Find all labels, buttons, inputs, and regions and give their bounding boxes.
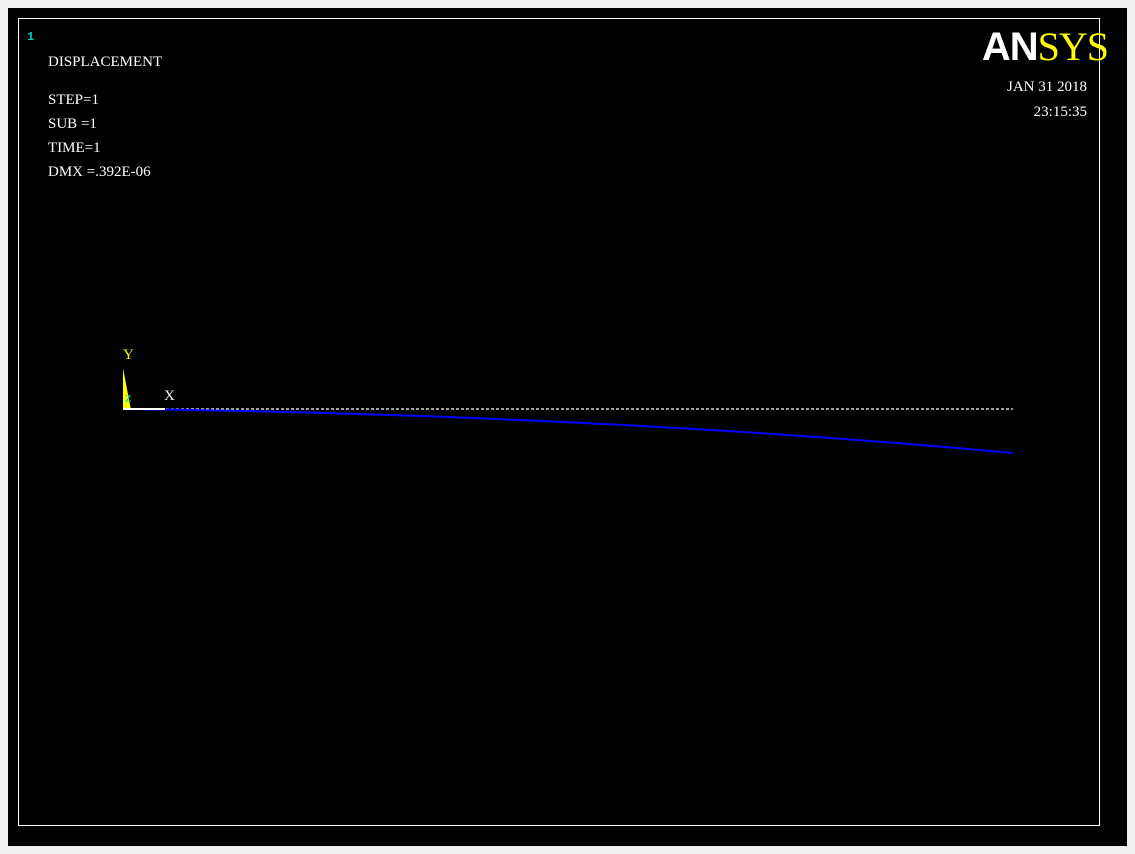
triad-z-label: Z [125,393,132,405]
coordinate-triad: Y X Z [123,347,175,410]
substep-value: SUB =1 [48,116,97,132]
max-displacement-value: DMX =.392E-06 [48,164,151,180]
time-value: TIME=1 [48,140,101,156]
graphics-frame [18,18,1100,826]
graphics-window[interactable] [8,8,1127,846]
logo-primary: AN [981,25,1039,69]
result-title: DISPLACEMENT [48,54,163,70]
step-value: STEP=1 [48,92,99,108]
deformed-shape [125,408,1014,454]
plot-time: 23:15:35 [1033,104,1087,120]
logo-secondary: SYS [1037,24,1109,69]
plot-date: JAN 31 2018 [1006,79,1087,95]
window-number: 1 [27,30,35,44]
triad-y-label: Y [123,347,134,363]
triad-x-label: X [164,388,175,404]
ansys-logo: AN SYS [981,24,1109,69]
triad-y-axis [123,368,131,410]
